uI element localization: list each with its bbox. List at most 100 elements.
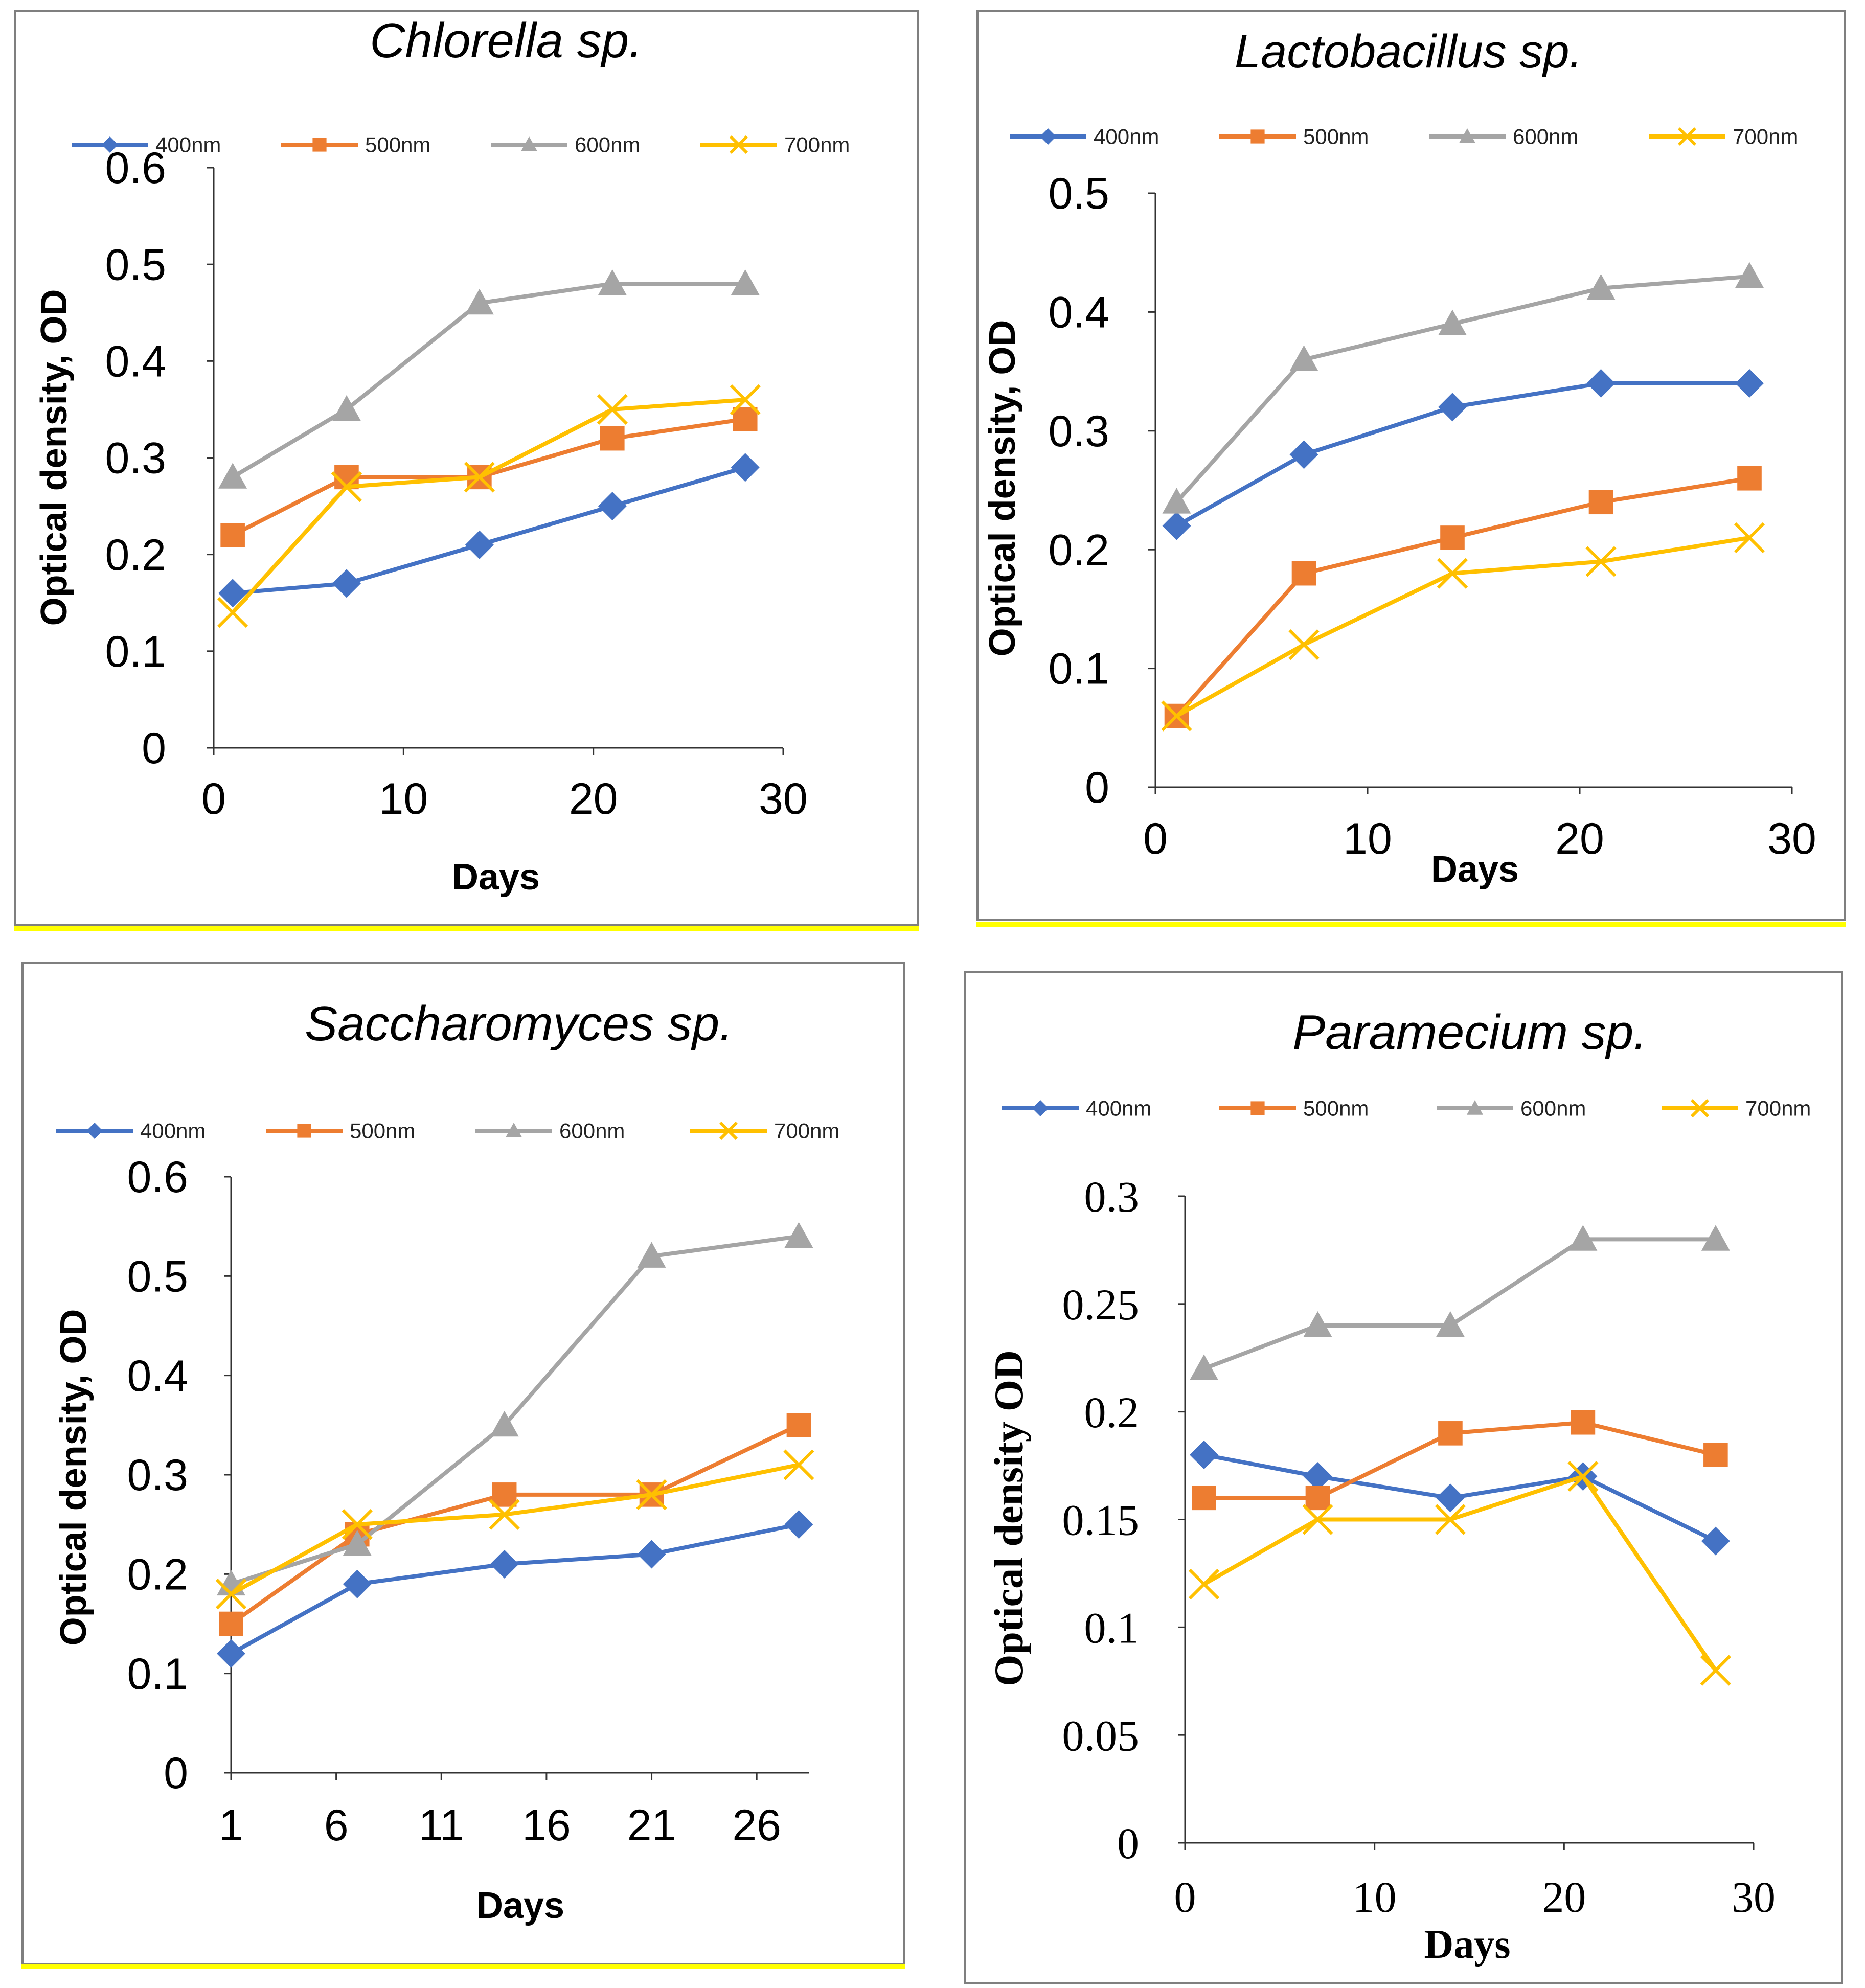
data-point — [731, 453, 760, 482]
chart-panel-chlorella — [14, 10, 919, 926]
data-point — [1440, 525, 1465, 550]
series-500nm — [1192, 1410, 1728, 1511]
legend-label: 600nm — [575, 133, 640, 157]
x-tick-label: 0 — [201, 774, 226, 824]
data-point — [1700, 1655, 1731, 1686]
data-point — [331, 471, 362, 502]
data-point — [343, 1569, 372, 1598]
legend-label: 500nm — [350, 1119, 415, 1143]
x-tick-label: 10 — [379, 774, 428, 824]
data-point — [730, 384, 761, 416]
data-point — [1735, 369, 1764, 398]
legend-entry: 500nm — [1219, 1096, 1369, 1121]
legend-entry: 400nm — [1010, 125, 1159, 149]
data-point — [343, 1530, 372, 1556]
chart-title: Saccharomyces sp. — [305, 996, 733, 1051]
legend-label: 500nm — [365, 133, 430, 157]
y-tick-label: 0.1 — [105, 627, 166, 676]
y-tick-label: 0 — [142, 724, 166, 773]
legend-label: 700nm — [774, 1119, 839, 1143]
data-point — [784, 1222, 813, 1248]
data-point — [1303, 1462, 1332, 1491]
legend-entry: 400nm — [72, 133, 221, 157]
series-600nm — [1162, 262, 1764, 514]
y-tick-label: 0.2 — [1084, 1388, 1140, 1437]
y-axis-label: Optical density, OD — [53, 1309, 94, 1646]
data-point — [217, 597, 248, 628]
legend-label: 600nm — [1513, 125, 1578, 149]
y-tick-label: 0.3 — [1084, 1172, 1140, 1221]
series-400nm — [1162, 369, 1764, 540]
x-tick-label: 10 — [1353, 1872, 1397, 1922]
legend-marker — [86, 1123, 103, 1139]
data-point — [342, 1509, 373, 1540]
y-axis-label: Optical density OD — [987, 1350, 1032, 1686]
x-tick-label: 10 — [1343, 814, 1392, 863]
data-point — [637, 1242, 666, 1268]
data-point — [598, 269, 627, 295]
y-tick-label: 0.2 — [127, 1550, 188, 1599]
x-tick-label: 20 — [1555, 814, 1604, 863]
series-600nm — [218, 269, 760, 489]
legend-label: 400nm — [140, 1119, 206, 1143]
x-axis-label: Days — [452, 857, 540, 898]
data-point — [218, 579, 247, 608]
x-tick-label: 20 — [1542, 1872, 1586, 1922]
legend-label: 700nm — [784, 133, 850, 157]
legend-entry: 400nm — [56, 1119, 206, 1143]
legend-entry: 700nm — [690, 1119, 839, 1143]
data-point — [1703, 1443, 1728, 1467]
data-point — [1438, 393, 1467, 422]
chart-title: Paramecium sp. — [1292, 1005, 1647, 1060]
legend-marker — [297, 1124, 311, 1138]
y-axis-label: Optical density, OD — [34, 289, 75, 626]
data-point — [490, 1549, 519, 1579]
data-point — [1161, 700, 1192, 732]
y-tick-label: 0.1 — [1084, 1603, 1140, 1652]
x-tick-label: 26 — [732, 1801, 781, 1850]
y-tick-label: 0.5 — [1048, 169, 1109, 218]
data-point — [1162, 488, 1191, 514]
data-point — [1438, 309, 1467, 336]
data-point — [1289, 345, 1318, 371]
data-point — [1435, 1504, 1466, 1535]
data-point — [1291, 561, 1316, 586]
legend-entry: 600nm — [475, 1119, 625, 1143]
legend-marker — [1032, 1100, 1049, 1116]
y-tick-label: 0.4 — [1048, 288, 1109, 337]
legend-marker — [1690, 1099, 1710, 1118]
data-point — [492, 1482, 517, 1507]
y-tick-label: 0 — [1085, 763, 1109, 812]
y-tick-label: 0.1 — [127, 1650, 188, 1699]
data-point — [1568, 1225, 1598, 1251]
data-point — [1289, 440, 1318, 469]
data-point — [1162, 511, 1191, 540]
y-tick-label: 0.6 — [127, 1153, 188, 1202]
panel-divider-lactobacillus — [976, 922, 1846, 927]
y-tick-label: 0 — [1117, 1819, 1139, 1868]
data-point — [1303, 1311, 1332, 1337]
series-600nm — [1190, 1225, 1730, 1380]
data-point — [1588, 490, 1613, 515]
series-line — [1203, 1237, 1716, 1371]
legend-label: 600nm — [1520, 1096, 1586, 1121]
data-point — [1585, 546, 1617, 577]
legend-label: 400nm — [1094, 125, 1159, 149]
x-tick-label: 30 — [759, 774, 808, 824]
data-point — [1302, 1504, 1333, 1535]
legend-marker — [102, 136, 118, 153]
data-point — [1188, 1568, 1220, 1600]
y-tick-label: 0.5 — [127, 1252, 188, 1301]
data-point — [731, 269, 760, 295]
y-tick-label: 0.15 — [1062, 1496, 1140, 1545]
chart-title: Lactobacillus sp. — [1235, 26, 1582, 78]
legend-marker — [312, 138, 327, 152]
panel-divider-chlorella — [14, 926, 919, 931]
data-point — [219, 1611, 243, 1636]
legend-entry: 700nm — [1662, 1096, 1811, 1121]
series-700nm — [217, 384, 761, 628]
legend-entry: 500nm — [1219, 125, 1369, 149]
y-tick-label: 0.05 — [1062, 1711, 1140, 1760]
y-tick-label: 0.2 — [1048, 525, 1109, 575]
